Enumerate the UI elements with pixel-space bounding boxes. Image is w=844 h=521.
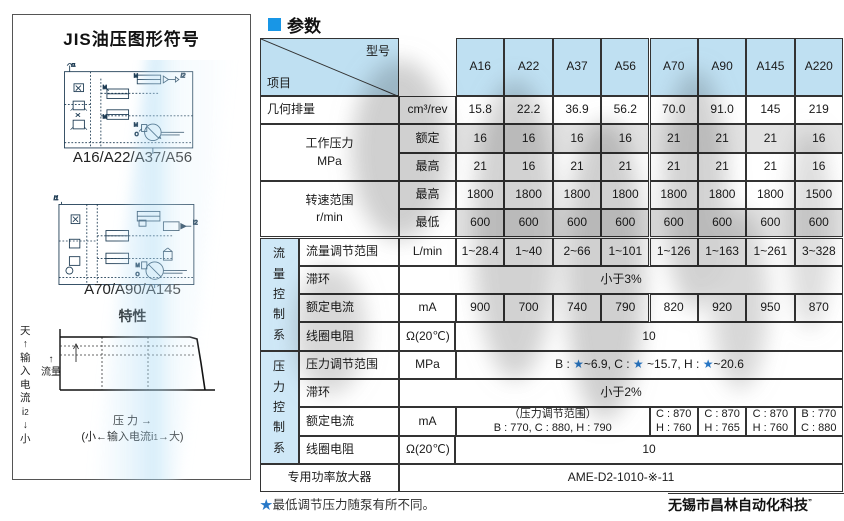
svg-text:M: M: [136, 263, 140, 269]
svg-text:O: O: [135, 132, 139, 138]
svg-text:M: M: [134, 122, 138, 128]
svg-text:M: M: [103, 114, 107, 120]
svg-text:i2: i2: [181, 74, 186, 80]
svg-text:i2: i2: [193, 219, 198, 226]
svg-text:i1: i1: [71, 63, 75, 68]
svg-text:M: M: [103, 85, 107, 91]
svg-text:i1: i1: [54, 195, 59, 202]
svg-text:M: M: [134, 74, 138, 80]
svg-text:O: O: [136, 272, 140, 278]
